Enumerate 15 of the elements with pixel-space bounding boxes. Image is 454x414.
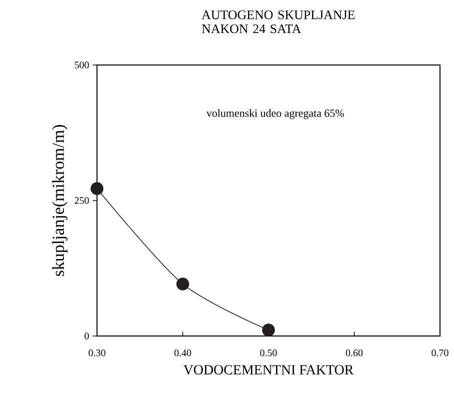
x-tick-label: 0.30 (88, 350, 106, 356)
chart-title: AUTOGENO SKUPLJANJE NAKON 24 SATA (202, 10, 355, 34)
x-tick-label: 0.50 (260, 350, 277, 356)
point (176, 278, 190, 290)
x-tick-label: 0.70 (432, 350, 448, 356)
y-tick-label: 500 (74, 62, 89, 68)
annotation: volumenski udeo agregata 65% (206, 109, 344, 120)
x-tick-label: 0.60 (346, 350, 363, 356)
point (262, 324, 275, 336)
y-tick-label: 250 (74, 197, 89, 204)
y-tick-label: 0 (84, 332, 89, 340)
x-axis-title: VODOCEMENTNI FAKTOR (183, 365, 354, 375)
point (90, 182, 104, 195)
x-tick-label: 0.40 (174, 350, 192, 356)
y-axis-title: skupljanje(mikrom/m) (52, 125, 68, 276)
